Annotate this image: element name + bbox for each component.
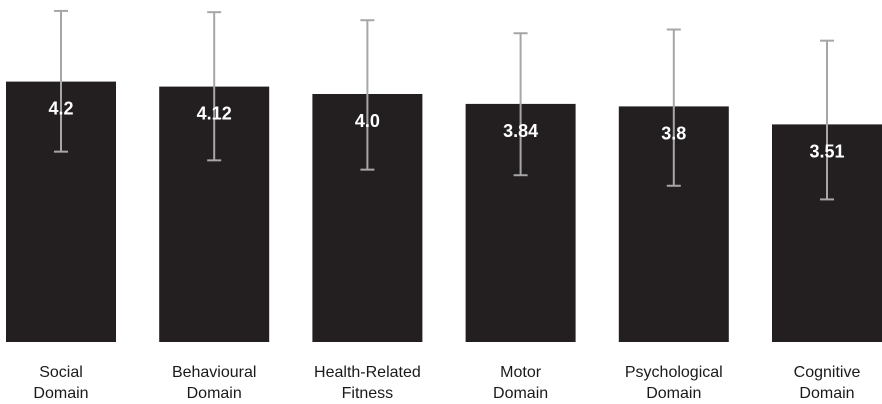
category-label-line: Motor [500,364,542,381]
category-labels-layer: Social Domain Behavioural Domain Health-Rela… [33,364,860,402]
category-label-0: Social Domain [33,364,88,402]
category-label-line: Social [39,364,83,381]
error-bar-1 [207,11,222,162]
category-label-line: Domain [646,385,701,402]
category-label-line: Behavioural [172,364,257,381]
error-bar-5 [820,39,834,201]
category-label-4: Psychological Domain [625,364,723,402]
value-label-1: 4.12 [197,104,232,124]
error-bar-4 [666,28,681,187]
error-bar-3 [513,32,528,177]
category-label-line: Psychological [625,364,723,381]
category-label-5: Cognitive Domain [794,364,861,402]
value-label-3: 3.84 [503,121,538,141]
error-bars-layer [54,9,834,201]
value-label-5: 3.51 [809,141,844,161]
category-label-2: Health-Related Fitness [314,364,421,402]
value-labels-layer: 4.2 4.12 4.0 3.84 3.8 3.51 [48,99,844,162]
category-label-line: Health-Related [314,364,421,381]
category-label-3: Motor Domain [493,364,548,402]
category-label-line: Domain [493,385,548,402]
category-label-1: Behavioural Domain [172,364,257,402]
category-label-line: Domain [187,385,242,402]
category-label-line: Cognitive [794,364,861,381]
category-label-line: Domain [799,385,854,402]
value-label-4: 3.8 [661,123,686,143]
value-label-2: 4.0 [355,111,380,131]
error-bar-0 [54,9,68,153]
value-label-0: 4.2 [48,99,73,119]
error-bar-2 [360,19,375,171]
category-label-line: Fitness [342,385,394,402]
bars-layer [6,81,882,343]
category-label-line: Domain [33,385,88,402]
